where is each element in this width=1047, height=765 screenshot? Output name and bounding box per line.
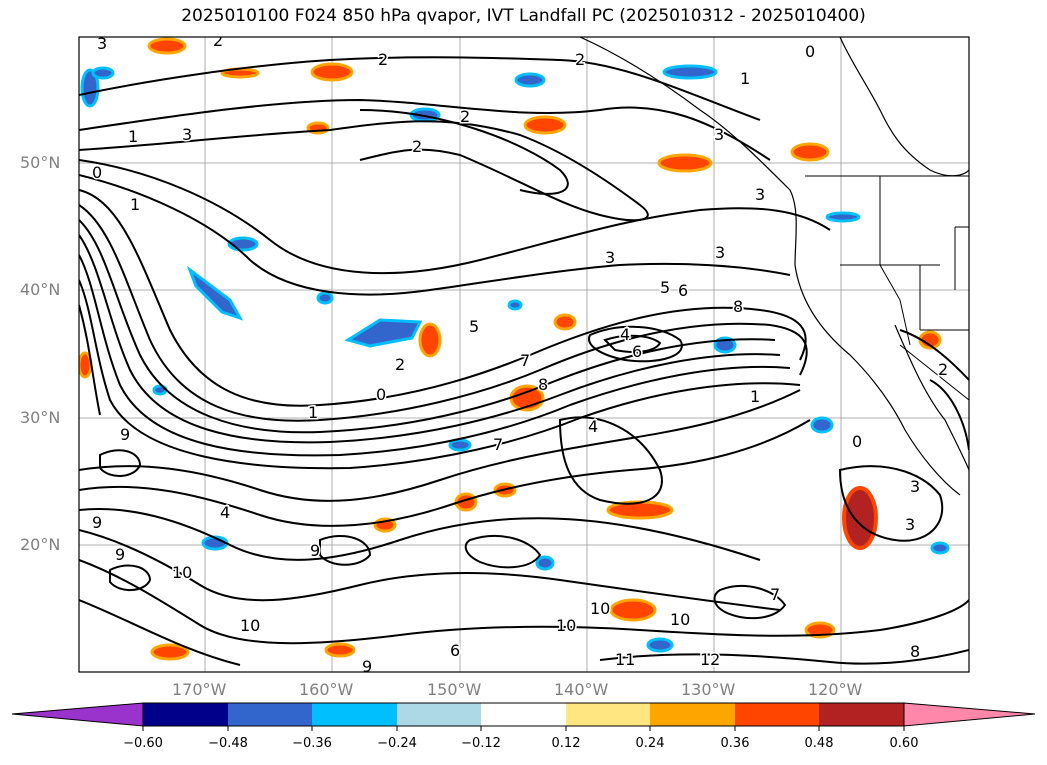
- lat-label-50n: 50°N: [20, 153, 61, 172]
- colorbar-tick: 0.24: [635, 736, 665, 751]
- contour-label: 2: [460, 107, 470, 126]
- plot-frame: [78, 36, 970, 673]
- colorbar-bin: [397, 703, 481, 726]
- contour-label: 1: [740, 69, 750, 88]
- contour-label: 1: [308, 403, 318, 422]
- contour-label: 8: [733, 297, 743, 316]
- colorbar-tick: −0.12: [461, 736, 501, 751]
- contour-label: 3: [910, 477, 920, 496]
- contour-label: 0: [805, 42, 815, 61]
- contour-label: 2: [213, 31, 223, 50]
- colorbar-bin: [312, 703, 397, 726]
- lon-label-130w: 130°W: [681, 680, 736, 699]
- contour-label: 1: [128, 127, 138, 146]
- contour-label: 4: [620, 325, 630, 344]
- colorbar-tick: 0.12: [551, 736, 581, 751]
- contour-label: 6: [632, 342, 642, 361]
- lon-label-170w: 170°W: [172, 680, 227, 699]
- contour-label: 7: [493, 435, 503, 454]
- colorbar-tick: −0.36: [292, 736, 332, 751]
- colorbar-bin: [481, 703, 566, 726]
- colorbar: [11, 702, 1036, 731]
- lon-label-150w: 150°W: [427, 680, 482, 699]
- contour-label: 2: [395, 355, 405, 374]
- contour-label: 8: [538, 375, 548, 394]
- contour-label: 10: [240, 616, 260, 635]
- contour-label: 0: [852, 432, 862, 451]
- colorbar-bin: [819, 703, 904, 726]
- contour-label: 3: [905, 515, 915, 534]
- contour-label: 1: [750, 387, 760, 406]
- contour-label: 9: [92, 513, 102, 532]
- contour-label: 8: [910, 642, 920, 661]
- colorbar-bin: [566, 703, 650, 726]
- contour-label: 3: [714, 125, 724, 144]
- contour-label: 9: [310, 541, 320, 560]
- lat-label-30n: 30°N: [20, 408, 61, 427]
- contour-label: 3: [715, 243, 725, 262]
- contour-label: 9: [115, 545, 125, 564]
- colorbar-bin: [228, 703, 312, 726]
- lat-label-20n: 20°N: [20, 535, 61, 554]
- contour-label: 0: [376, 385, 386, 404]
- contour-label: 5: [660, 278, 670, 297]
- colorbar-tick: 0.36: [720, 736, 750, 751]
- contour-label: 9: [120, 425, 130, 444]
- contour-label: 1: [130, 195, 140, 214]
- colorbar-tick: −0.48: [208, 736, 248, 751]
- lon-label-120w: 120°W: [808, 680, 863, 699]
- contour-label: 2: [575, 50, 585, 69]
- contour-label: 4: [220, 503, 230, 522]
- colorbar-tick: 0.48: [804, 736, 834, 751]
- colorbar-tick: −0.24: [377, 736, 417, 751]
- contour-label: 4: [588, 417, 598, 436]
- contour-label: 3: [605, 248, 615, 267]
- contour-label: 6: [450, 641, 460, 660]
- contour-label: 11: [615, 650, 635, 669]
- colorbar-extend-high: [903, 702, 1036, 727]
- contour-label: 2: [378, 50, 388, 69]
- contour-label: 0: [92, 163, 102, 182]
- colorbar-bin: [650, 703, 735, 726]
- contour-label: 10: [556, 616, 576, 635]
- contour-label: 3: [182, 125, 192, 144]
- colorbar-bin: [143, 703, 228, 726]
- ivt-contours: [79, 56, 969, 666]
- contour-label: 9: [362, 657, 372, 676]
- contour-label: 2: [412, 137, 422, 156]
- contour-label: 7: [770, 585, 780, 604]
- contour-label: 10: [590, 599, 610, 618]
- colorbar-bin: [735, 703, 819, 726]
- contour-label: 10: [670, 610, 690, 629]
- contour-label: 7: [520, 351, 530, 370]
- colorbar-extend-low: [11, 702, 144, 727]
- colorbar-tick: 0.60: [889, 736, 919, 751]
- contour-label: 2: [938, 360, 948, 379]
- contour-label: 6: [678, 281, 688, 300]
- political-borders: [805, 175, 969, 401]
- contour-label: 5: [469, 317, 479, 336]
- lat-label-40n: 40°N: [20, 280, 61, 299]
- lon-label-160w: 160°W: [299, 680, 354, 699]
- contour-label: 10: [172, 563, 192, 582]
- lon-label-140w: 140°W: [554, 680, 609, 699]
- map-title: 2025010100 F024 850 hPa qvapor, IVT Land…: [181, 6, 866, 26]
- colorbar-tick: −0.60: [123, 736, 163, 751]
- contour-label: 12: [700, 650, 720, 669]
- contour-label: 3: [97, 34, 107, 53]
- contour-label: 3: [755, 185, 765, 204]
